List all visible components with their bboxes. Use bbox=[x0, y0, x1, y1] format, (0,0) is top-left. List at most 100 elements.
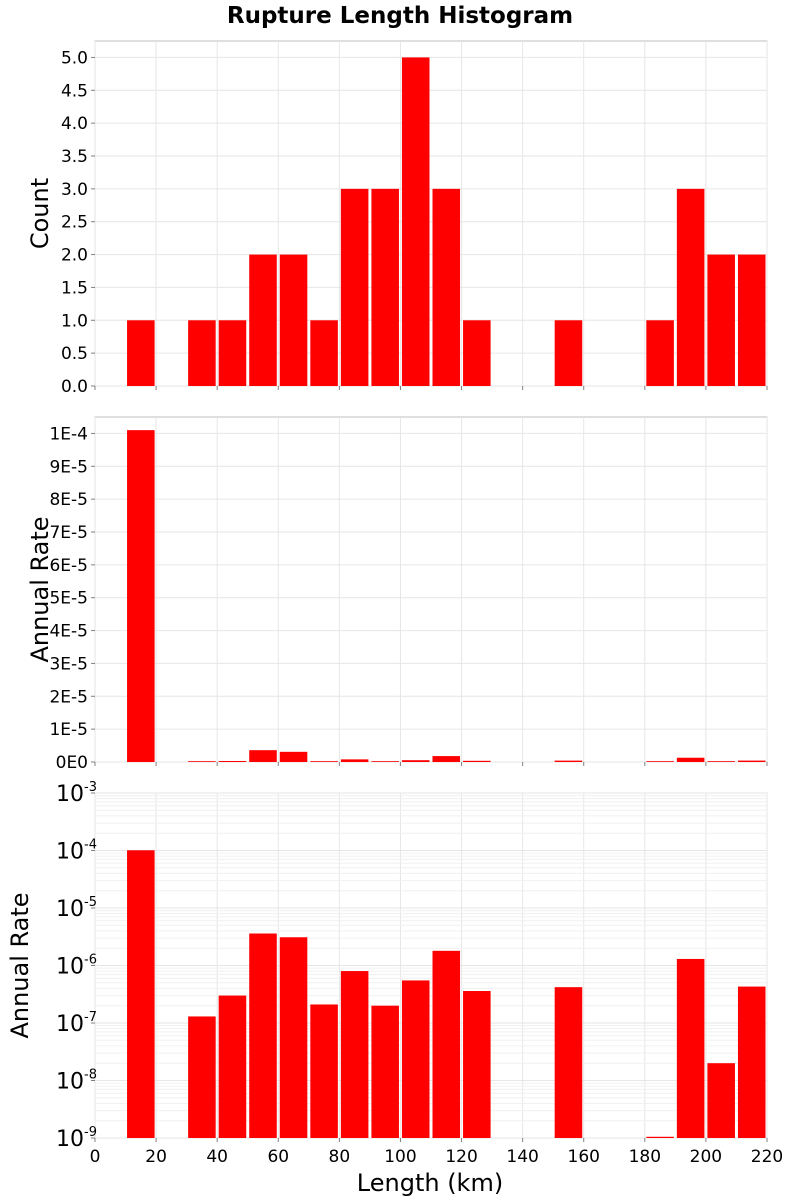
bar bbox=[249, 254, 277, 386]
bar bbox=[371, 188, 399, 386]
y-tick-exponent: -4 bbox=[84, 838, 97, 853]
y-tick-label: 3.0 bbox=[61, 180, 88, 200]
bar bbox=[371, 1005, 399, 1138]
y-tick-exponent: -7 bbox=[84, 1010, 97, 1025]
x-tick-label: 180 bbox=[629, 1147, 661, 1167]
y-tick-label: 10-6 bbox=[56, 953, 97, 980]
x-tick-label: 160 bbox=[568, 1147, 600, 1167]
y-tick-base: 10 bbox=[56, 840, 84, 865]
y-tick-exponent: -8 bbox=[84, 1068, 97, 1083]
y-tick-label: 10-8 bbox=[56, 1068, 97, 1095]
y-tick-label: 10-3 bbox=[56, 780, 97, 807]
bar bbox=[127, 320, 155, 386]
bar bbox=[279, 254, 308, 386]
y-axis-label: Annual Rate bbox=[6, 892, 34, 1038]
y-tick-label: 3E-5 bbox=[49, 654, 88, 674]
x-tick-label: 80 bbox=[329, 1147, 351, 1167]
x-tick-label: 140 bbox=[506, 1147, 538, 1167]
bar bbox=[463, 760, 491, 762]
y-tick-base: 10 bbox=[56, 955, 84, 980]
bar bbox=[249, 750, 277, 762]
bar bbox=[737, 254, 766, 386]
bar bbox=[737, 760, 766, 762]
bar bbox=[463, 320, 491, 386]
y-tick-base: 10 bbox=[56, 1012, 84, 1037]
y-tick-label: 5.0 bbox=[61, 48, 88, 68]
y-tick-label: 6E-5 bbox=[49, 556, 88, 576]
bar bbox=[432, 950, 461, 1138]
y-tick-label: 1.0 bbox=[61, 311, 88, 331]
bar bbox=[463, 991, 491, 1138]
chart-title: Rupture Length Histogram bbox=[227, 3, 573, 29]
bar bbox=[218, 761, 247, 762]
bar bbox=[279, 937, 308, 1138]
y-tick-label: 0E0 bbox=[56, 753, 88, 773]
y-tick-label: 3.5 bbox=[61, 147, 88, 167]
bar bbox=[340, 759, 369, 762]
y-tick-label: 7E-5 bbox=[49, 523, 88, 543]
bar bbox=[340, 971, 369, 1138]
x-tick-label: 20 bbox=[145, 1147, 167, 1167]
y-axis-label: Annual Rate bbox=[26, 516, 54, 662]
bar bbox=[218, 995, 247, 1138]
y-tick-exponent: -3 bbox=[84, 780, 97, 795]
y-tick-label: 4.5 bbox=[61, 81, 88, 101]
y-tick-exponent: -6 bbox=[84, 953, 97, 968]
bar bbox=[401, 57, 430, 387]
bar bbox=[676, 757, 705, 762]
bar bbox=[646, 1136, 674, 1138]
x-tick-label: 120 bbox=[445, 1147, 477, 1167]
y-tick-label: 10-5 bbox=[56, 895, 97, 922]
y-tick-label: 2E-5 bbox=[49, 687, 88, 707]
y-tick-label: 10-9 bbox=[56, 1125, 97, 1152]
y-tick-label: 2.0 bbox=[61, 246, 88, 266]
bar bbox=[676, 188, 705, 386]
x-tick-label: 40 bbox=[206, 1147, 228, 1167]
y-tick-label: 10-7 bbox=[56, 1010, 97, 1037]
bar bbox=[188, 320, 216, 386]
bar bbox=[127, 430, 155, 762]
bar bbox=[676, 958, 705, 1138]
bar bbox=[188, 761, 216, 762]
bar bbox=[249, 933, 277, 1138]
x-tick-label: 0 bbox=[90, 1147, 101, 1167]
x-axis-label: Length (km) bbox=[357, 1169, 503, 1197]
bar bbox=[646, 320, 674, 386]
y-tick-label: 1E-5 bbox=[49, 720, 88, 740]
x-tick-label: 220 bbox=[751, 1147, 783, 1167]
bar bbox=[310, 761, 338, 762]
bar bbox=[646, 761, 674, 762]
bar bbox=[310, 1004, 338, 1138]
bar bbox=[707, 254, 735, 386]
y-tick-label: 0.0 bbox=[61, 377, 88, 397]
panel-1: 0.0 0.5 1.0 1.5 2.0 2.5 3.0 3.5 4.0 4.5 5.0 Count bbox=[26, 40, 768, 397]
bar bbox=[554, 987, 583, 1138]
x-tick-label: 200 bbox=[690, 1147, 722, 1167]
y-tick-label: 2.5 bbox=[61, 213, 88, 233]
x-tick-label: 100 bbox=[384, 1147, 416, 1167]
y-tick-label: 5E-5 bbox=[49, 589, 88, 609]
panel-2: 0E0 1E-5 2E-5 3E-5 4E-5 5E-5 6E-5 7E-5 8E-5 9E-5 1… bbox=[26, 416, 768, 773]
y-tick-label: 4E-5 bbox=[49, 622, 88, 642]
y-tick-base: 10 bbox=[56, 1070, 84, 1095]
y-tick-label: 4.0 bbox=[61, 114, 88, 134]
bar bbox=[554, 760, 583, 762]
bar bbox=[401, 980, 430, 1138]
chart-panels: 0.0 0.5 1.0 1.5 2.0 2.5 3.0 3.5 4.0 4.5 5.0 Count 0E… bbox=[6, 40, 783, 1167]
y-tick-label: 1E-4 bbox=[49, 424, 88, 444]
bar bbox=[554, 320, 583, 386]
y-tick-base: 10 bbox=[56, 1127, 84, 1152]
plot-area-2 bbox=[94, 416, 768, 763]
bar bbox=[279, 751, 308, 762]
y-tick-base: 10 bbox=[56, 782, 84, 807]
bar bbox=[218, 320, 247, 386]
y-tick-label: 9E-5 bbox=[49, 457, 88, 477]
y-axis-label: Count bbox=[26, 178, 54, 249]
bar bbox=[188, 1016, 216, 1138]
bar bbox=[707, 1063, 735, 1138]
y-tick-exponent: -5 bbox=[84, 895, 97, 910]
y-tick-label: 8E-5 bbox=[49, 490, 88, 510]
bar bbox=[432, 188, 461, 386]
x-tick-label: 60 bbox=[267, 1147, 289, 1167]
